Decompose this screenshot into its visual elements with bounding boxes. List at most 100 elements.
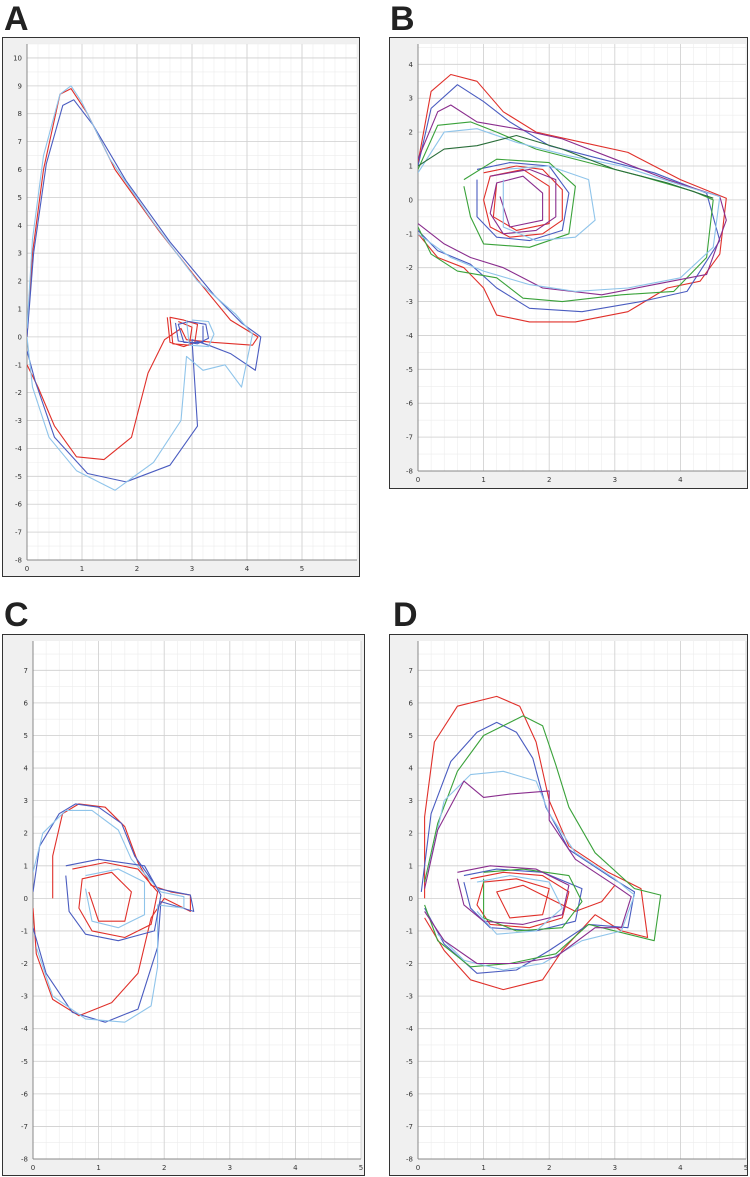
series-line-blue <box>420 721 636 974</box>
x-tick-label: 4 <box>293 1164 298 1172</box>
x-tick-label: 1 <box>96 1164 100 1172</box>
y-tick-label: -5 <box>406 366 413 374</box>
series-line-lightblue <box>27 85 254 491</box>
chart-c-svg: 0 1 2 3 4 5 -8 -7 -6 -5 -4 -3 -2 -1 0 1 2 3 4 5 6 7 <box>21 641 363 1172</box>
panel-label-b: B <box>390 0 415 38</box>
series-line-green <box>483 868 583 932</box>
plot-area <box>33 641 361 1159</box>
y-tick-label: 1 <box>409 862 413 870</box>
series-line-green <box>418 121 714 303</box>
y-tick-label: 0 <box>24 895 28 903</box>
x-tick-label: 4 <box>678 1164 683 1172</box>
x-tick-label: 3 <box>613 1164 617 1172</box>
y-tick-label: 4 <box>409 61 414 69</box>
y-tick-label: 4 <box>18 222 23 230</box>
y-tick-label: -8 <box>21 1156 28 1164</box>
y-tick-label: -3 <box>21 993 28 1001</box>
x-tick-label: 2 <box>547 476 551 484</box>
series-line-blue <box>476 162 570 242</box>
x-tick-label: 2 <box>547 1164 551 1172</box>
y-tick-label: 6 <box>24 699 29 707</box>
series-line-red <box>72 861 159 939</box>
series-line-lightblue <box>427 770 636 971</box>
y-tick-label: 9 <box>18 82 22 90</box>
y-tick-label: 1 <box>18 305 22 313</box>
x-tick-label: 0 <box>416 1164 420 1172</box>
chart-a-svg: 0 1 2 3 4 5 -8 -7 -6 -5 -4 -3 -2 -1 0 1 2 3 4 5 6 7 8 9 10 <box>13 43 358 573</box>
panel-label-d: D <box>393 596 418 634</box>
y-tick-label: 3 <box>409 95 413 103</box>
y-tick-label: 7 <box>409 667 413 675</box>
y-tick-label: -4 <box>15 445 23 453</box>
plot-area <box>418 44 746 471</box>
y-tick-label: -5 <box>406 1058 413 1066</box>
x-tick-label: 5 <box>359 1164 363 1172</box>
x-tick-label: 3 <box>190 565 194 573</box>
series-line-lightblue <box>185 319 215 348</box>
series-line-lightblue <box>476 875 563 935</box>
y-tick-label: 4 <box>24 765 29 773</box>
y-tick-label: -8 <box>406 468 413 476</box>
series-line-lightblue <box>33 809 185 1023</box>
x-tick-label: 1 <box>80 565 84 573</box>
y-tick-label: -6 <box>21 1090 29 1098</box>
series-line-blue <box>27 99 262 483</box>
panel-label-c: C <box>4 596 29 634</box>
y-tick-label: -2 <box>21 960 28 968</box>
y-tick-label: -5 <box>21 1058 28 1066</box>
y-tick-label: -7 <box>21 1123 28 1131</box>
y-tick-label: -2 <box>406 960 413 968</box>
x-tick-label: 3 <box>228 1164 232 1172</box>
y-tick-label: 3 <box>18 250 22 258</box>
series-line-red <box>166 316 199 348</box>
y-tick-label: 7 <box>24 667 28 675</box>
y-tick-label: -1 <box>406 230 413 238</box>
y-tick-label: -6 <box>406 1090 414 1098</box>
y-tick-label: -7 <box>406 1123 413 1131</box>
x-tick-label: 1 <box>481 1164 485 1172</box>
x-tick-label: 0 <box>31 1164 35 1172</box>
y-tick-label: 6 <box>18 166 23 174</box>
y-tick-label: -8 <box>406 1156 413 1164</box>
x-tick-label: 4 <box>678 476 683 484</box>
y-tick-label: -2 <box>15 389 22 397</box>
y-tick-label: 2 <box>409 830 413 838</box>
chart-d: 0 1 2 3 4 5 -8 -7 -6 -5 -4 -3 -2 -1 0 1 2 3 4 5 6 7 <box>389 634 748 1176</box>
chart-a: 0 1 2 3 4 5 -8 -7 -6 -5 -4 -3 -2 -1 0 1 2 3 4 5 6 7 8 9 10 <box>2 37 360 577</box>
series-line-green <box>463 158 576 248</box>
x-tick-label: 3 <box>613 476 617 484</box>
y-tick-label: -1 <box>15 361 22 369</box>
series-line-purple <box>418 104 727 296</box>
series-line-blue <box>65 858 162 942</box>
series-line-purple <box>489 168 557 235</box>
chart-b-svg: 0 1 2 3 4 -8 -7 -6 -5 -4 -3 -2 -1 0 1 2 3 4 <box>406 44 747 484</box>
y-tick-label: 2 <box>18 278 22 286</box>
y-tick-label: 10 <box>13 54 22 62</box>
y-tick-label: -4 <box>406 332 414 340</box>
series-line-red <box>27 88 259 461</box>
y-tick-label: 2 <box>24 830 28 838</box>
series-line-purple <box>456 865 570 925</box>
y-tick-label: 4 <box>409 765 414 773</box>
y-tick-label: 5 <box>24 732 28 740</box>
chart-b: 0 1 2 3 4 -8 -7 -6 -5 -4 -3 -2 -1 0 1 2 3 4 <box>389 37 748 489</box>
chart-c: 0 1 2 3 4 5 -8 -7 -6 -5 -4 -3 -2 -1 0 1 2 3 4 5 6 7 <box>2 634 365 1176</box>
y-tick-label: -4 <box>21 1025 29 1033</box>
y-tick-label: -2 <box>406 264 413 272</box>
y-tick-label: 0 <box>409 895 413 903</box>
x-tick-label: 0 <box>416 476 420 484</box>
series-line-purple <box>424 780 632 965</box>
y-tick-label: 6 <box>409 699 414 707</box>
y-tick-label: -1 <box>406 927 413 935</box>
y-tick-label: -8 <box>15 557 22 565</box>
series-line-lightblue <box>418 128 721 292</box>
y-tick-label: -7 <box>406 434 413 442</box>
series-line-red <box>418 73 727 323</box>
y-tick-label: 1 <box>24 862 28 870</box>
y-tick-label: 3 <box>24 797 28 805</box>
y-tick-label: 0 <box>409 196 413 204</box>
x-tick-label: 5 <box>744 1164 747 1172</box>
grid <box>32 641 362 1160</box>
x-tick-label: 4 <box>245 565 250 573</box>
panel-label-a: A <box>4 0 29 38</box>
